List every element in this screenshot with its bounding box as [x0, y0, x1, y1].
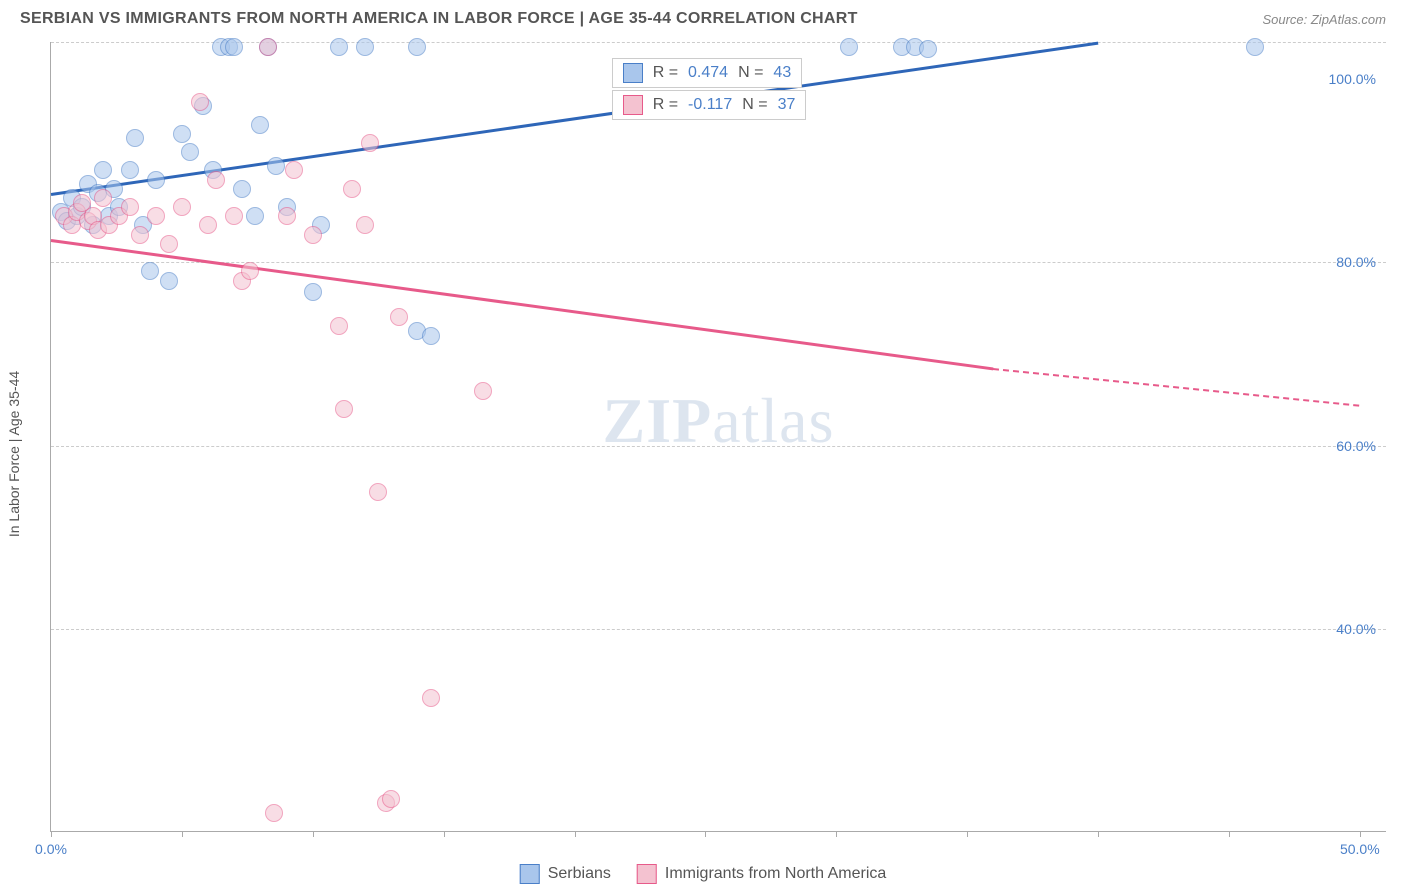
data-point-immigrants	[335, 400, 353, 418]
legend-item-serbians: Serbians	[520, 864, 611, 884]
data-point-immigrants	[356, 216, 374, 234]
legend-swatch-icon	[637, 864, 657, 884]
stat-r-label: R =	[653, 96, 678, 114]
data-point-immigrants	[390, 308, 408, 326]
data-point-serbians	[147, 171, 165, 189]
data-point-serbians	[94, 161, 112, 179]
data-point-serbians	[160, 272, 178, 290]
data-point-serbians	[919, 40, 937, 58]
data-point-serbians	[1246, 38, 1264, 56]
data-point-serbians	[304, 283, 322, 301]
x-tick	[705, 831, 706, 837]
trend-line-immigrants	[51, 239, 994, 370]
data-point-serbians	[267, 157, 285, 175]
x-tick	[182, 831, 183, 837]
stat-n-value: 37	[778, 96, 796, 114]
data-point-immigrants	[259, 38, 277, 56]
data-point-immigrants	[160, 235, 178, 253]
data-point-serbians	[141, 262, 159, 280]
stats-box-immigrants: R = -0.117 N = 37	[612, 90, 807, 120]
data-point-immigrants	[285, 161, 303, 179]
chart-source: Source: ZipAtlas.com	[1262, 12, 1386, 27]
data-point-serbians	[422, 327, 440, 345]
x-tick	[836, 831, 837, 837]
data-point-serbians	[251, 116, 269, 134]
data-point-immigrants	[382, 790, 400, 808]
data-point-serbians	[126, 129, 144, 147]
chart-header: SERBIAN VS IMMIGRANTS FROM NORTH AMERICA…	[0, 0, 1406, 34]
y-tick-label: 60.0%	[1336, 438, 1376, 454]
data-point-immigrants	[343, 180, 361, 198]
source-prefix: Source:	[1262, 12, 1310, 27]
data-point-immigrants	[422, 689, 440, 707]
data-point-immigrants	[173, 198, 191, 216]
gridline	[51, 42, 1386, 43]
x-tick	[1360, 831, 1361, 837]
data-point-immigrants	[225, 207, 243, 225]
data-point-serbians	[225, 38, 243, 56]
stat-r-label: R =	[653, 64, 678, 82]
data-point-immigrants	[191, 93, 209, 111]
data-point-immigrants	[199, 216, 217, 234]
data-point-immigrants	[265, 804, 283, 822]
stat-n-label: N =	[738, 64, 763, 82]
y-tick-label: 40.0%	[1336, 621, 1376, 637]
data-point-immigrants	[121, 198, 139, 216]
x-tick	[1229, 831, 1230, 837]
gridline	[51, 446, 1386, 447]
x-tick-label: 50.0%	[1340, 841, 1380, 857]
data-point-serbians	[181, 143, 199, 161]
chart-title: SERBIAN VS IMMIGRANTS FROM NORTH AMERICA…	[20, 10, 858, 28]
data-point-immigrants	[304, 226, 322, 244]
x-tick	[967, 831, 968, 837]
data-point-immigrants	[278, 207, 296, 225]
data-point-serbians	[121, 161, 139, 179]
data-point-immigrants	[131, 226, 149, 244]
data-point-immigrants	[147, 207, 165, 225]
legend-label: Serbians	[548, 865, 611, 883]
data-point-immigrants	[207, 171, 225, 189]
stat-r-value: 0.474	[688, 64, 728, 82]
x-tick-label: 0.0%	[35, 841, 67, 857]
chart-legend: Serbians Immigrants from North America	[520, 864, 887, 884]
legend-label: Immigrants from North America	[665, 865, 886, 883]
stats-box-serbians: R = 0.474 N = 43	[612, 58, 803, 88]
x-tick	[444, 831, 445, 837]
data-point-serbians	[356, 38, 374, 56]
data-point-serbians	[840, 38, 858, 56]
x-tick	[1098, 831, 1099, 837]
data-point-immigrants	[330, 317, 348, 335]
data-point-immigrants	[241, 262, 259, 280]
data-point-serbians	[246, 207, 264, 225]
data-point-immigrants	[474, 382, 492, 400]
legend-swatch-icon	[623, 95, 643, 115]
x-tick	[51, 831, 52, 837]
x-tick	[313, 831, 314, 837]
y-tick-label: 80.0%	[1336, 254, 1376, 270]
stat-r-value: -0.117	[688, 96, 732, 114]
data-point-immigrants	[94, 189, 112, 207]
data-point-serbians	[408, 38, 426, 56]
y-tick-label: 100.0%	[1329, 71, 1376, 87]
legend-item-immigrants: Immigrants from North America	[637, 864, 886, 884]
source-name: ZipAtlas.com	[1311, 12, 1386, 27]
legend-swatch-icon	[623, 63, 643, 83]
data-point-immigrants	[361, 134, 379, 152]
data-point-serbians	[173, 125, 191, 143]
x-tick	[575, 831, 576, 837]
gridline	[51, 629, 1386, 630]
data-point-immigrants	[369, 483, 387, 501]
data-point-serbians	[330, 38, 348, 56]
legend-swatch-icon	[520, 864, 540, 884]
stat-n-label: N =	[742, 96, 767, 114]
y-axis-label: In Labor Force | Age 35-44	[6, 371, 22, 537]
chart-plot-area: ZIPatlas 40.0%60.0%80.0%100.0%0.0%50.0%R…	[50, 42, 1386, 832]
data-point-serbians	[233, 180, 251, 198]
stat-n-value: 43	[773, 64, 791, 82]
trend-line-dash-immigrants	[993, 368, 1360, 407]
